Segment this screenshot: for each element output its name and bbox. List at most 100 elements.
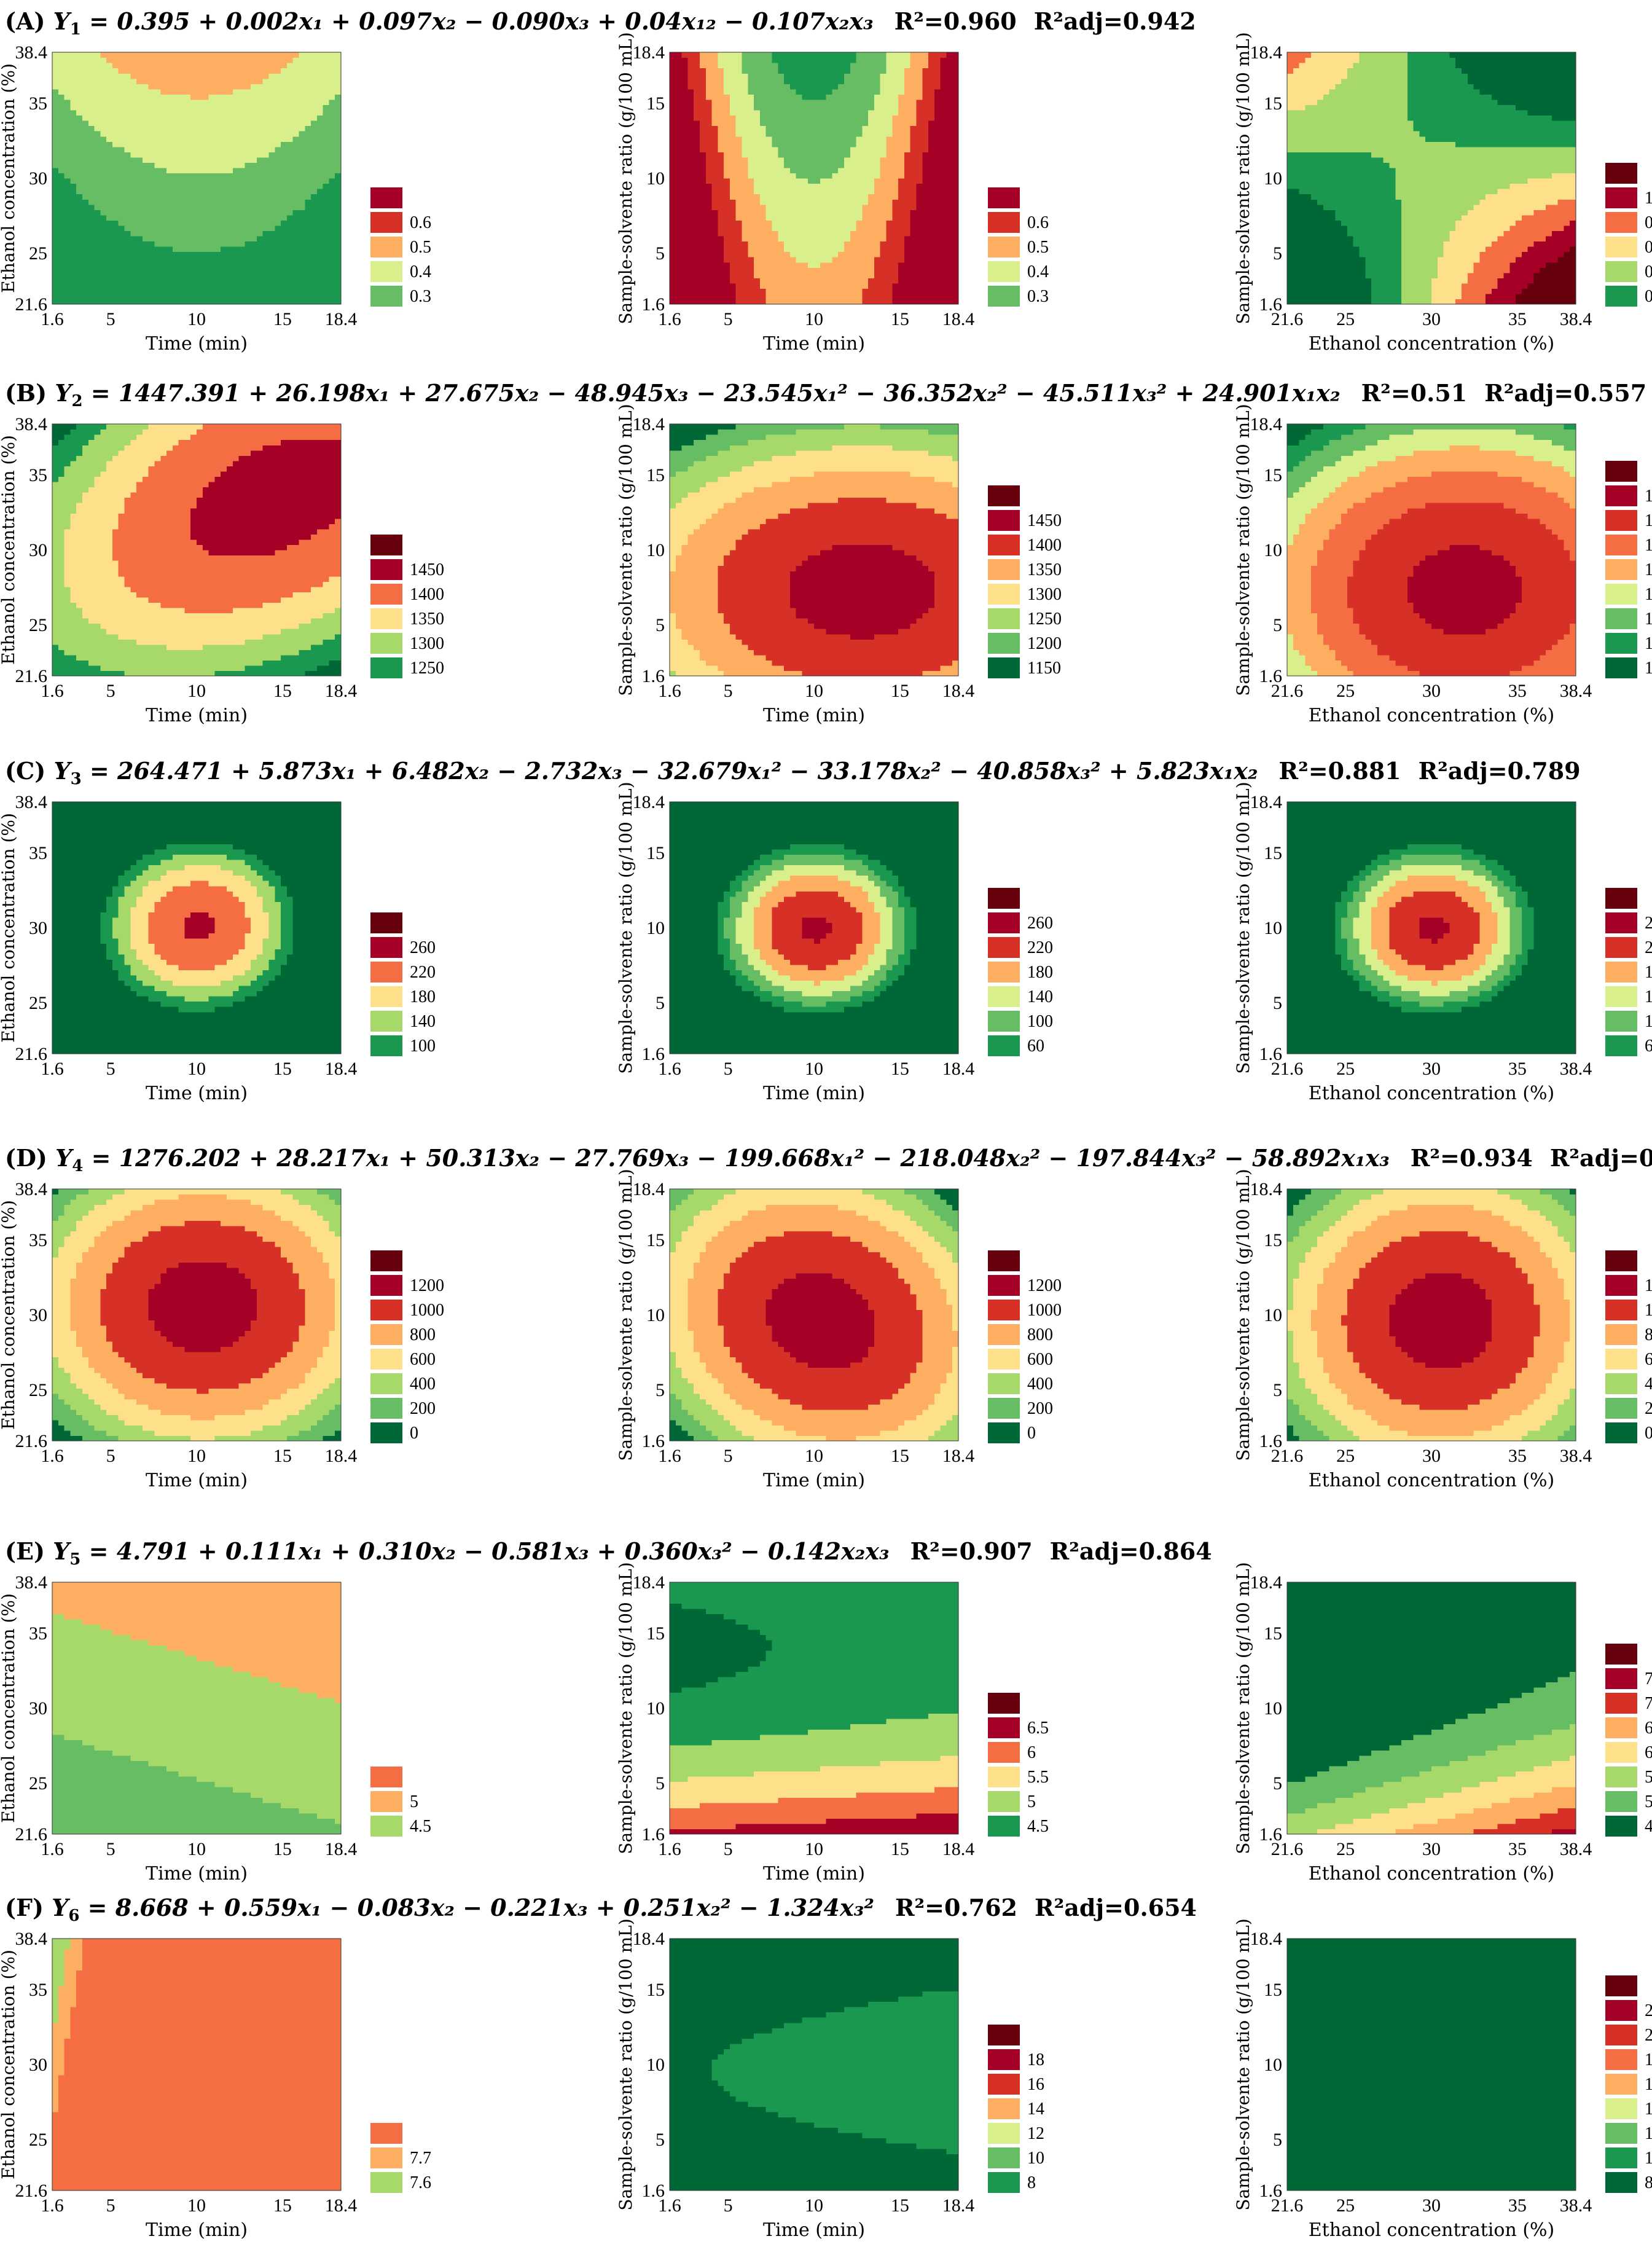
contour-cell [76,63,83,69]
contour-cell [874,257,881,263]
contour-cell [221,283,227,289]
contour-cell [772,104,778,111]
contour-cell [112,262,119,268]
contour-cell [1311,267,1318,273]
contour-cell [910,257,917,263]
contour-cell [1293,299,1300,305]
contour-cell [784,230,791,237]
contour-cell [292,52,300,58]
contour-cell [329,99,335,106]
contour-cell [735,251,743,257]
contour-cell [729,125,737,131]
contour-cell [820,109,827,116]
contour-cell [687,63,694,69]
contour-cell [922,210,929,216]
contour-cell [136,84,143,90]
contour-cell [916,146,923,152]
contour-cell [178,109,186,116]
contour-cell [148,220,155,226]
contour-cell [916,225,923,232]
contour-cell [251,194,257,200]
y-tick-label: 1.6 [642,294,665,315]
panel-label: (A) [5,7,53,35]
contour-cell [251,220,257,226]
contour-cell [329,241,335,247]
contour-cell [335,288,342,294]
contour-cell [718,251,724,257]
contour-cell [868,293,875,300]
contour-cell [226,246,233,253]
contour-cell [808,115,815,121]
contour-cell [868,214,875,221]
contour-cell [928,230,935,237]
contour-cell [316,131,324,137]
contour-cell [100,157,107,163]
contour-cell [124,120,131,127]
contour-cell [52,104,59,111]
contour-cell [705,267,713,273]
contour-cell [172,131,179,137]
x-tick-label: 18.4 [325,309,358,329]
contour-cell [251,109,257,116]
contour-cell [178,115,186,121]
contour-cell [1311,283,1318,289]
contour-cell [226,299,233,305]
contour-cell [838,199,845,205]
contour-cell [197,52,203,58]
contour-cell [784,162,791,168]
contour-cell [256,272,264,278]
contour-cell [82,157,89,163]
contour-cell [687,157,694,163]
contour-cell [178,257,186,263]
contour-cell [281,88,288,95]
contour-cell [305,220,311,226]
contour-cell [118,251,125,257]
contour-cell [928,162,935,168]
contour-cell [100,120,107,127]
contour-cell [118,272,125,278]
contour-cell [892,104,899,111]
contour-cell [52,199,59,205]
contour-cell [934,293,941,300]
contour-cell [928,68,935,74]
contour-cell [221,104,227,111]
contour-cell [724,204,730,210]
contour-cell [166,94,173,100]
contour-cell [1299,235,1306,242]
contour-cell [64,288,71,294]
contour-cell [826,194,832,200]
contour-cell [76,189,83,195]
contour-cell [262,183,270,189]
contour-cell [52,52,59,58]
contour-cell [82,257,89,263]
contour-cell [299,178,305,184]
contour-cell [214,167,221,174]
contour-cell [699,251,707,257]
contour-cell [1323,293,1330,300]
contour-cell [335,120,342,127]
contour-cell [946,157,953,163]
contour-cell [166,173,173,179]
contour-cell [100,183,107,189]
contour-cell [1317,178,1324,184]
contour-cell [952,257,959,263]
contour-cell [70,199,77,205]
contour-cell [1311,94,1318,100]
panel-label: (C) [5,757,53,785]
contour-cell [124,162,131,168]
contour-cell [940,99,947,106]
contour-cell [154,178,161,184]
contour-cell [748,194,754,200]
contour-cell [675,257,683,263]
contour-cell [681,162,688,168]
contour-cell [814,141,821,147]
contour-cell [874,199,881,205]
contour-cell [268,183,275,189]
contour-cell [275,194,281,200]
contour-cell [742,63,748,69]
contour-cell [106,283,113,289]
contour-cell [850,162,857,168]
equation-terms: = 1276.202 + 28.217x₁ + 50.313x₂ − 27.76… [83,1144,1389,1172]
contour-cell [197,115,203,121]
contour-cell [226,152,233,158]
